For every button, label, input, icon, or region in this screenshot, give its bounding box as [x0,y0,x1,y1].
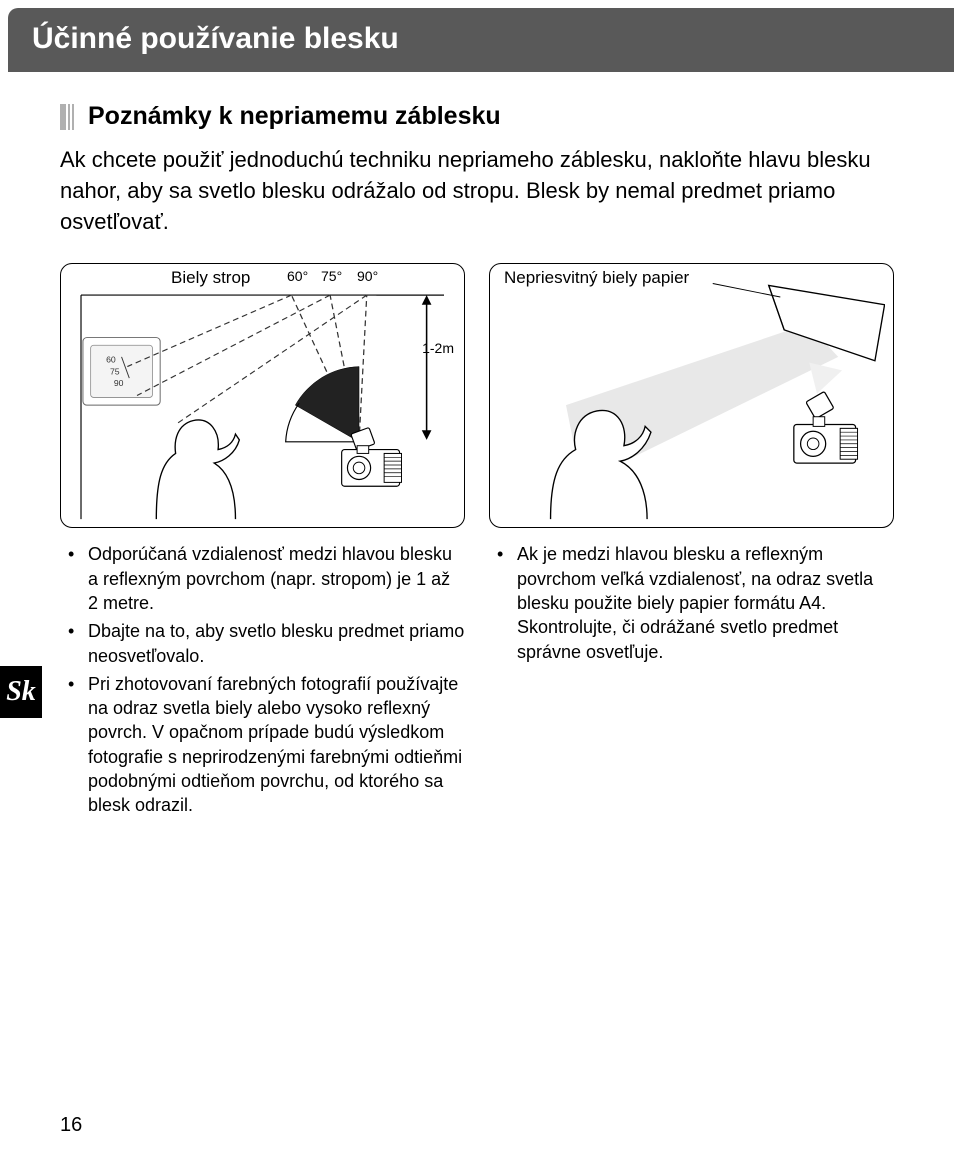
list-item: Odporúčaná vzdialenosť medzi hlavou bles… [88,542,465,615]
page-number: 16 [60,1114,82,1137]
svg-text:75: 75 [110,367,120,377]
left-column: Biely strop 60° 75° 90° 1-2m 60 75 90 [60,263,465,821]
section-header: Poznámky k nepriamemu záblesku [60,102,894,131]
camera-icon [794,392,858,464]
diagram-right-svg [498,270,885,521]
diagram-paper-bounce: Nepriesvitný biely papier [489,263,894,528]
right-notes-list: Ak je medzi hlavou blesku a reflexným po… [489,542,894,663]
angle-90: 90° [357,268,378,284]
subject-silhouette [156,420,239,519]
page-title: Účinné používanie blesku [32,22,399,55]
language-tab: Sk [0,666,42,718]
angle-60: 60° [287,268,308,284]
distance-label: 1-2m [422,340,454,356]
paper-label: Nepriesvitný biely papier [504,268,689,288]
diagram-ceiling-bounce: Biely strop 60° 75° 90° 1-2m 60 75 90 [60,263,465,528]
two-column-layout: Biely strop 60° 75° 90° 1-2m 60 75 90 [60,263,894,821]
section-marker-icon [60,104,74,130]
list-item: Pri zhotovovaní farebných fotografií pou… [88,672,465,818]
angle-75: 75° [321,268,342,284]
content-area: Poznámky k nepriamemu záblesku Ak chcete… [0,72,954,822]
ceiling-label: Biely strop [171,268,250,288]
intro-paragraph: Ak chcete použiť jednoduchú techniku nep… [60,145,894,237]
list-item: Dbajte na to, aby svetlo blesku predmet … [88,619,465,668]
left-notes-list: Odporúčaná vzdialenosť medzi hlavou bles… [60,542,465,817]
svg-text:60: 60 [106,355,116,365]
diagram-left-svg: 60 75 90 [69,270,456,521]
list-item: Ak je medzi hlavou blesku a reflexným po… [517,542,894,663]
language-code: Sk [6,676,36,708]
page-title-bar: Účinné používanie blesku [8,8,954,72]
section-subtitle: Poznámky k nepriamemu záblesku [88,102,501,131]
right-column: Nepriesvitný biely papier [489,263,894,821]
svg-text:90: 90 [114,378,124,388]
